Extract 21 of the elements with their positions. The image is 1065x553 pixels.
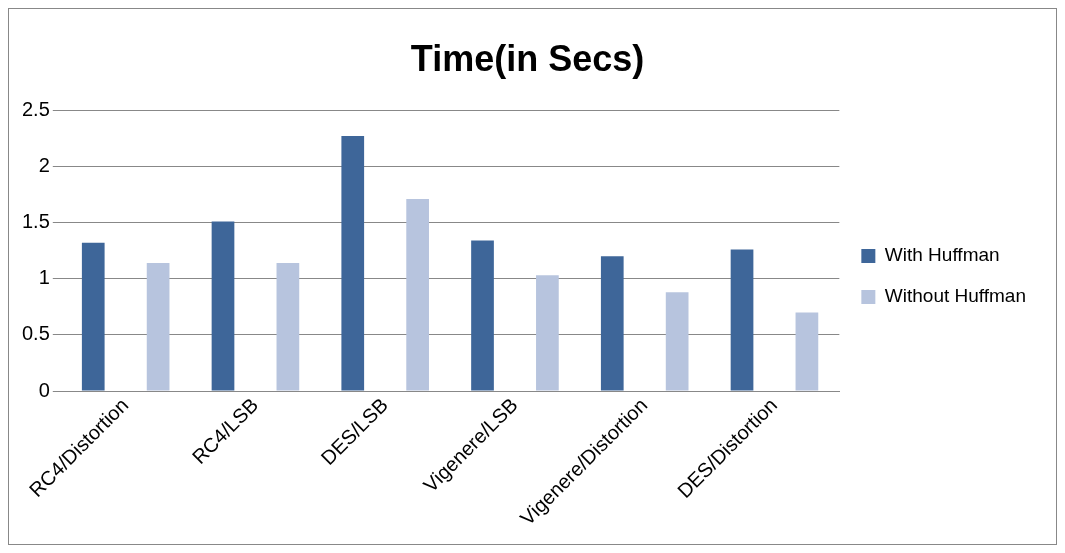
y-tick-label: 2.5 xyxy=(21,97,50,120)
bar xyxy=(536,275,559,391)
bar xyxy=(276,262,300,391)
bar xyxy=(146,262,170,391)
y-tick-label: 0 xyxy=(38,378,50,401)
bar xyxy=(81,242,105,391)
bar xyxy=(600,256,624,391)
bar xyxy=(730,249,754,391)
y-tick-label: 1.5 xyxy=(21,210,50,233)
y-tick-label: 0.5 xyxy=(21,322,50,345)
y-tick-label: 2 xyxy=(38,153,50,176)
chart-title: Time(in Secs) xyxy=(410,37,645,79)
legend-label: With Huffman xyxy=(884,244,1000,266)
bar xyxy=(795,312,819,391)
bar xyxy=(211,221,235,391)
bar xyxy=(471,240,494,391)
y-tick-label: 1 xyxy=(38,266,50,289)
bar xyxy=(341,136,365,391)
bar xyxy=(406,198,429,391)
bar xyxy=(665,292,689,391)
legend-label: Without Huffman xyxy=(884,285,1026,307)
